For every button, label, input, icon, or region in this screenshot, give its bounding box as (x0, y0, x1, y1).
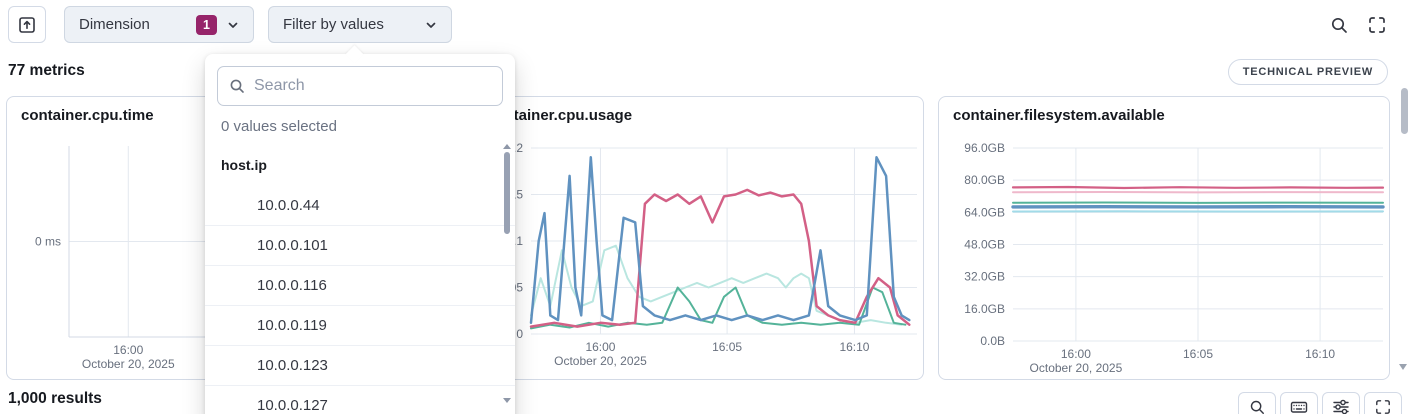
chart-line-series (529, 188, 911, 328)
chevron-down-icon (228, 22, 238, 28)
y-axis-tick-label: 0 (516, 327, 523, 341)
y-axis-tick-label: 64.0GB (964, 205, 1005, 219)
chart-title: container.cpu.time (21, 107, 154, 124)
footer-search-button[interactable] (1238, 392, 1276, 414)
y-axis-tick-label: 16.0GB (964, 302, 1005, 316)
x-axis-date-label: October 20, 2025 (82, 357, 175, 371)
scroll-down-arrow[interactable] (503, 398, 511, 403)
page-scrollbar-thumb[interactable] (1401, 88, 1408, 134)
metric-card-filesystem-available: 16:00 16:05 16:10 96.0GB 80.0GB 64.0GB 48.0GB 3… (938, 96, 1390, 380)
y-axis-tick-label: 96.0GB (964, 141, 1005, 155)
popover-scrollbar-thumb[interactable] (504, 152, 510, 234)
x-axis-tick-label: 16:10 (839, 340, 869, 354)
display-options-button[interactable] (1322, 392, 1360, 414)
footer-fullscreen-button[interactable] (1364, 392, 1402, 414)
popover-search-box (217, 66, 503, 106)
x-axis-tick-label: 16:05 (1183, 347, 1213, 361)
search-icon (230, 79, 244, 93)
value-option[interactable]: 10.0.0.101 (205, 226, 515, 266)
value-option[interactable]: 10.0.0.119 (205, 306, 515, 346)
chart-line-series (530, 244, 903, 326)
popover-search-input[interactable] (254, 77, 491, 95)
chart-line-series (529, 156, 911, 325)
values-selected-text: 0 values selected (221, 118, 337, 135)
chevron-down-icon (426, 22, 436, 28)
fullscreen-icon (1376, 400, 1390, 414)
x-axis-tick-label: 16:00 (1061, 347, 1091, 361)
metrics-count: 77 metrics (8, 62, 85, 79)
x-axis-date-label: October 20, 2025 (554, 354, 647, 368)
value-option[interactable]: 10.0.0.44 (205, 186, 515, 226)
y-axis-tick-label: 48.0GB (964, 238, 1005, 252)
y-axis-tick-label: 0 ms (35, 235, 61, 249)
group-label-host-ip: host.ip (221, 157, 267, 173)
keyboard-icon (1290, 401, 1308, 413)
page-scroll-down-arrow[interactable] (1399, 364, 1407, 370)
search-button[interactable] (1322, 8, 1356, 42)
x-axis-tick-label: 16:00 (113, 343, 143, 357)
filter-by-values-button[interactable]: Filter by values (268, 6, 452, 43)
metrics-grid-icon (19, 16, 35, 33)
value-option[interactable]: 10.0.0.123 (205, 346, 515, 386)
x-axis-tick-label: 16:05 (712, 340, 742, 354)
value-option[interactable]: 10.0.0.116 (205, 266, 515, 306)
y-axis-tick-label: 80.0GB (964, 173, 1005, 187)
popover-arrow (345, 45, 364, 64)
fullscreen-icon (1369, 17, 1385, 33)
x-axis-tick-label: 16:00 (585, 340, 615, 354)
technical-preview-badge: TECHNICAL PREVIEW (1227, 59, 1388, 85)
scroll-up-arrow[interactable] (503, 144, 511, 149)
chart-title: container.filesystem.available (953, 107, 1165, 124)
search-icon (1331, 17, 1347, 33)
dimension-dropdown-button[interactable]: Dimension 1 (64, 6, 254, 43)
filter-values-popover: 0 values selected host.ip 10.0.0.44 10.0… (205, 45, 515, 414)
y-axis-tick-label: 0.0B (980, 334, 1005, 348)
value-option[interactable]: 10.0.0.127 (205, 386, 515, 414)
chart-canvas: 16:00 16:05 16:10 96.0GB 80.0GB 64.0GB 48.0GB 3… (964, 141, 1385, 375)
value-options-list: 10.0.0.44 10.0.0.101 10.0.0.116 10.0.0.1… (205, 186, 515, 414)
sliders-icon (1333, 399, 1349, 414)
search-icon (1250, 400, 1264, 414)
dimension-button-label: Dimension (79, 16, 150, 33)
keyboard-shortcuts-button[interactable] (1280, 392, 1318, 414)
y-axis-tick-label: 32.0GB (964, 270, 1005, 284)
fullscreen-button[interactable] (1360, 8, 1394, 42)
chart-line-series (1011, 185, 1385, 190)
x-axis-tick-label: 16:10 (1305, 347, 1335, 361)
x-axis-date-label: October 20, 2025 (1030, 361, 1123, 375)
results-count: 1,000 results (8, 390, 102, 407)
chart-title: container.cpu.usage (487, 107, 633, 124)
metrics-grid-button[interactable] (8, 6, 46, 43)
dimension-count-badge: 1 (196, 14, 217, 35)
chart-line-series (530, 286, 907, 330)
filter-by-values-label: Filter by values (283, 16, 384, 33)
